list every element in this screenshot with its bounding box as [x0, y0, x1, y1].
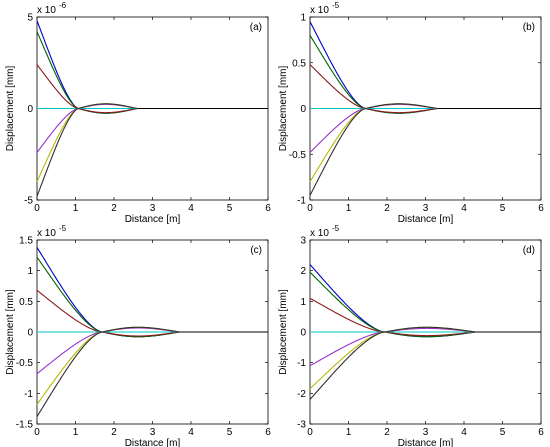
x-tick-label: 1	[346, 427, 352, 438]
x-tick-label: 0	[307, 427, 313, 438]
y-axis-label: Displacement [mm]	[278, 65, 289, 151]
chart-panel-c: 0 1 2 3 4 5 6 -1.5 -1 -0.5 0 0.5 1 1.5 x 10 -5 (c) Distan…	[5, 224, 271, 447]
x-tick-label: 5	[500, 203, 506, 214]
x-tick-label: 1	[73, 203, 79, 214]
x-tick-label: 6	[265, 427, 271, 438]
series-line-3	[36, 289, 180, 337]
x-tick-label: 0	[34, 203, 40, 214]
y-exponent-label: x 10	[37, 228, 56, 239]
x-tick-label: 6	[265, 203, 271, 214]
y-tick-label: 1	[300, 13, 306, 24]
series-line-3	[309, 297, 476, 337]
y-exponent-label: x 10	[37, 5, 56, 16]
y-tick-label: -0.5	[16, 358, 34, 369]
y-axis-label: Displacement [mm]	[5, 65, 16, 151]
x-tick-label: 5	[227, 427, 233, 438]
chart-panel-d: 0 1 2 3 4 5 6 -3 -2 -1 0 1 2 3 x 10 -5 (d) Distance [m] Di…	[278, 224, 544, 447]
x-tick-label: 3	[423, 427, 429, 438]
x-tick-label: 4	[461, 203, 467, 214]
y-exponent-label: x 10	[310, 5, 329, 16]
x-axis-label: Distance [m]	[125, 438, 181, 447]
x-axis-label: Distance [m]	[125, 214, 181, 225]
y-exponent-power: -6	[59, 1, 67, 10]
x-tick-label: 6	[538, 203, 544, 214]
y-exponent-power: -5	[332, 224, 340, 233]
series-line-7	[309, 326, 476, 400]
y-tick-label: -2	[297, 389, 306, 400]
y-tick-label: 0.5	[19, 297, 33, 308]
x-tick-label: 5	[227, 203, 233, 214]
x-tick-label: 3	[150, 427, 156, 438]
x-tick-label: 6	[538, 427, 544, 438]
x-tick-label: 4	[461, 427, 467, 438]
x-tick-label: 3	[150, 203, 156, 214]
x-tick-label: 0	[34, 427, 40, 438]
chart-panel-b: 0 1 2 3 4 5 6 -1 -0.5 0 0.5 1 x 10 -5 (b) Distance [m] D…	[278, 1, 544, 225]
y-tick-label: -0.5	[289, 150, 307, 161]
y-tick-label: 0	[27, 328, 33, 339]
y-tick-label: -3	[297, 420, 306, 431]
y-tick-label: 2	[300, 266, 306, 277]
series-line-7	[309, 103, 438, 196]
series-line-3	[309, 64, 438, 114]
y-tick-label: -1	[297, 196, 306, 207]
y-axis-label: Displacement [mm]	[278, 289, 289, 375]
y-tick-label: 1	[27, 266, 33, 277]
y-exponent-power: -5	[332, 1, 340, 10]
panel-label: (d)	[523, 245, 535, 256]
panel-label: (c)	[250, 245, 262, 256]
series-line-3	[36, 64, 138, 114]
series-line-7	[36, 103, 138, 197]
y-tick-label: 5	[27, 13, 33, 24]
y-tick-label: 0	[27, 104, 33, 115]
x-tick-label: 2	[111, 427, 117, 438]
x-axis-label: Distance [m]	[398, 438, 454, 447]
x-tick-label: 1	[73, 427, 79, 438]
y-tick-label: -1.5	[16, 420, 34, 431]
y-tick-label: 0	[300, 104, 306, 115]
x-tick-label: 4	[188, 203, 194, 214]
x-tick-label: 4	[188, 427, 194, 438]
panel-label: (b)	[523, 22, 535, 33]
x-tick-label: 2	[111, 203, 117, 214]
y-axis-label: Displacement [mm]	[5, 289, 16, 375]
x-tick-label: 3	[423, 203, 429, 214]
y-exponent-power: -5	[59, 224, 67, 233]
panel-label: (a)	[250, 22, 262, 33]
y-tick-label: 0.5	[292, 58, 306, 69]
y-tick-label: 3	[300, 236, 306, 247]
x-tick-label: 0	[307, 203, 313, 214]
y-tick-label: -5	[24, 196, 33, 207]
x-tick-label: 2	[384, 427, 390, 438]
y-tick-label: 1.5	[19, 236, 33, 247]
y-exponent-label: x 10	[310, 228, 329, 239]
y-tick-label: -1	[297, 358, 306, 369]
series-line-7	[36, 326, 180, 417]
y-tick-label: 1	[300, 297, 306, 308]
y-tick-label: 0	[300, 328, 306, 339]
x-axis-label: Distance [m]	[398, 214, 454, 225]
y-tick-label: -1	[24, 389, 33, 400]
x-tick-label: 5	[500, 427, 506, 438]
x-tick-label: 2	[384, 203, 390, 214]
x-tick-label: 1	[346, 203, 352, 214]
